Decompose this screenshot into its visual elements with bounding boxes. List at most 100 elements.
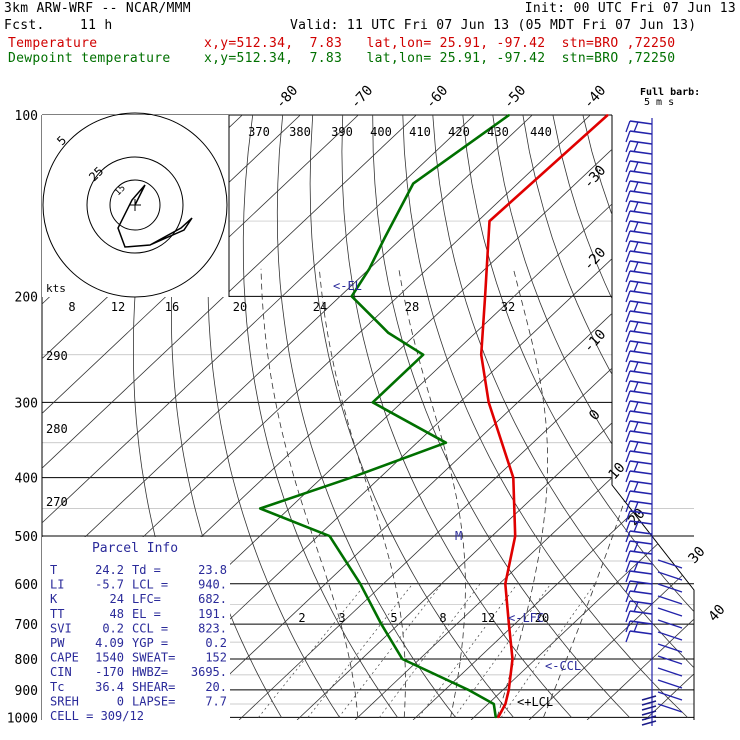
isotherm-top-label: -50 [501,83,530,113]
wind-barb [629,400,653,405]
dry-adiabat-300 [309,115,514,718]
temperature-location-info: x,y=512.34, 7.83 lat,lon= 25.91, -97.42 … [204,36,676,51]
wind-barb [629,390,653,395]
lcl-marker: <+LCL [517,695,553,709]
mixing-ratio-8 [418,583,518,718]
parcel-value: 36.4 [95,680,124,694]
pressure-label-800: 800 [15,653,38,668]
parcel-info-panel: Parcel Info T 24.2 Td = 23.8 LI -5.7 LCL = 940… [42,537,230,723]
wind-barb [629,310,653,315]
mixing-ratio-upper-label: 24 [313,300,327,314]
wind-barb [629,450,653,455]
m-marker: M [455,529,462,543]
wind-barb [629,230,653,235]
isotherm--110 [42,115,359,720]
wind-barbs: Full barb:5 m s [625,87,700,726]
wind-barb [629,630,653,635]
parcel-key: LCL = [132,578,168,592]
dewpoint-point [401,658,404,660]
parcel-value: 7.7 [205,694,227,708]
temperature-point [487,401,490,404]
dewpoint-profile [258,113,510,718]
forecast-hour: 11 h [80,18,113,33]
wind-barb-feather [625,390,631,403]
wind-barb-feather [625,450,631,463]
moist-adiabat-24 [496,268,548,718]
temperature-point [484,295,487,298]
isotherm-10 [412,115,694,720]
dewpoint-point [350,476,352,479]
dewpoint-point [359,582,362,585]
wind-barb-feather [625,520,631,533]
dewpoint-point [387,332,390,334]
dewpoint-label: Dewpoint temperature [8,51,171,66]
wind-barb [629,520,653,525]
parcel-key: LFC= [132,592,161,606]
parcel-value: -170 [95,665,124,679]
wind-barb-feather [625,420,631,433]
wind-barb [629,290,653,295]
temperature-point [504,582,507,585]
dry-adiabat-280 [242,115,398,718]
wind-barb [629,350,653,355]
parcel-value: 0 [117,694,124,708]
wind-barb [629,130,653,135]
wind-barb [629,270,653,275]
parcel-key: K [50,592,58,606]
wind-barb [629,220,653,225]
parcel-key: SWEAT= [132,651,175,665]
isotherm--30 [180,115,694,720]
wind-barb [629,360,653,365]
wind-barb [629,460,653,465]
wind-barb-feather [633,621,639,633]
dewpoint-point [380,623,383,625]
isotherm-40 [586,115,694,720]
dry-adiabat-340 [432,115,694,718]
dry-adiabat-440 [733,115,740,717]
dewpoint-point [328,535,331,537]
wind-barb-feather [625,340,631,353]
wind-barb [629,370,653,375]
temperature-point [480,353,483,356]
dry-adiabat-350 [462,115,694,718]
temperature-point [606,114,609,116]
mixing-ratio-upper-label: 28 [405,300,419,314]
dry-adiabat-420 [672,115,694,718]
wind-barb [629,340,653,345]
temperature-point [504,703,507,705]
wind-barb-feather [625,310,631,323]
mixing-ratio-upper-label: 20 [233,300,247,314]
wind-barb [641,715,657,721]
dewpoint-point [350,295,353,298]
wind-barb-feather [633,201,639,213]
wind-barb-feather [625,350,631,363]
temperature-point [497,716,500,719]
parcel-key: CIN [50,665,72,679]
wind-barb-feather [625,250,631,263]
isotherm-top-label: -40 [581,83,610,113]
wind-barb-feather [625,120,631,133]
parcel-key: Td = [132,563,161,577]
wind-barb-feather [633,341,639,353]
dewpoint-point [445,441,447,444]
wind-barb-feather [625,570,631,583]
wind-barb-feather [625,270,631,283]
wind-barb-feather [633,261,639,273]
wind-barb [657,619,683,629]
parcel-value: 682. [198,592,227,606]
parcel-key: T [50,563,57,577]
wind-barb-feather [625,430,631,443]
wind-barb-feather [625,260,631,273]
wind-barb-feather [633,181,639,193]
dry-adiabat-270 [207,115,340,718]
wind-barb-feather [633,161,639,173]
isotherm-50 [644,115,694,720]
mixing-ratio-lower-label: 20 [535,611,549,625]
mixing-ratio-lower-label: 3 [338,611,345,625]
dry-adiabat-320 [372,115,630,718]
wind-barb-feather [625,410,631,423]
pressure-label-100: 100 [15,109,38,124]
wind-barb [629,500,653,505]
wind-barb [641,720,657,726]
